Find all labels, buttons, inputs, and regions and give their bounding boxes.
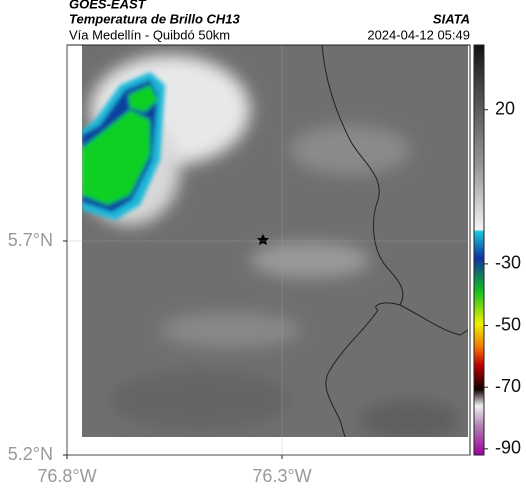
satellite-image xyxy=(82,45,468,437)
timestamp: 2024-04-12 05:49 xyxy=(367,27,470,42)
colorbar xyxy=(473,44,485,456)
x-tick-label: 76.3°W xyxy=(252,466,311,486)
x-tick-label: 76.8°W xyxy=(37,466,96,486)
y-tick-label: 5.7°N xyxy=(8,230,53,250)
title: GOES-EAST xyxy=(69,0,147,11)
source: SIATA xyxy=(433,11,470,26)
colorbar-tick-label: -50 xyxy=(495,314,521,334)
y-tick-label: 5.2°N xyxy=(8,444,53,464)
colorbar-tick-label: -70 xyxy=(495,376,521,396)
location-marker xyxy=(257,234,269,245)
subtitle: Temperatura de Brillo CH13 xyxy=(69,11,241,26)
ticks: 76.8°W 76.3°W 5.7°N 5.2°N 20 -30 -50 -70 -90 xyxy=(8,45,521,486)
colorbar-tick-label: -90 xyxy=(495,438,521,458)
colorbar-tick-label: -30 xyxy=(495,253,521,273)
location: Vía Medellín - Quibdó 50km xyxy=(69,27,230,42)
colorbar-tick-label: 20 xyxy=(495,98,515,118)
